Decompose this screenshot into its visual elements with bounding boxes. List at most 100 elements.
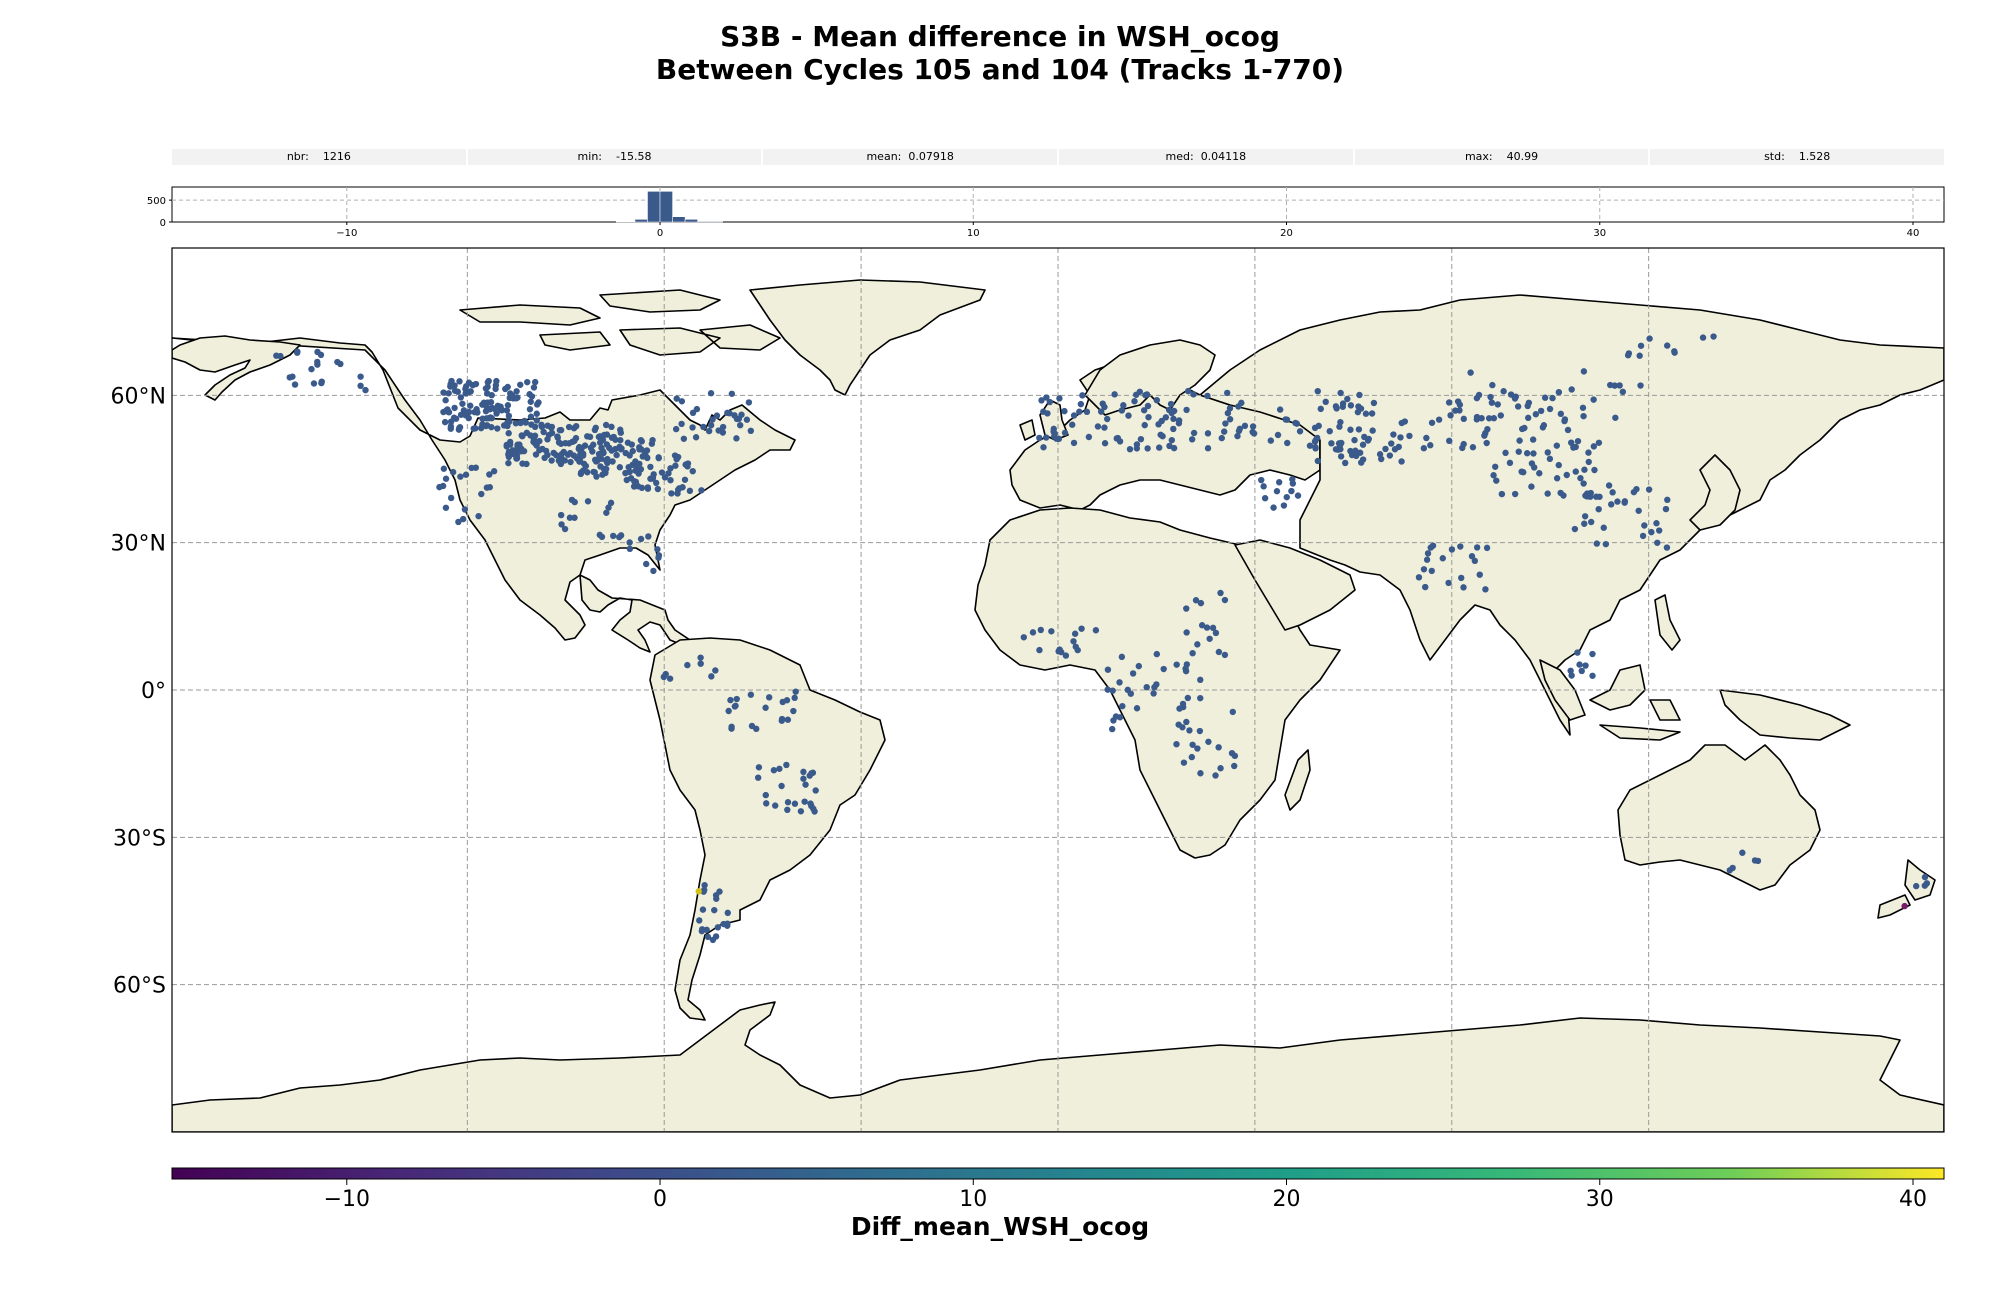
data-point bbox=[1135, 662, 1143, 670]
histogram-ytick-label: 0 bbox=[160, 218, 166, 229]
histogram-bar bbox=[647, 191, 661, 223]
data-point bbox=[1624, 352, 1632, 359]
data-point bbox=[1611, 382, 1618, 389]
data-point bbox=[684, 661, 691, 669]
data-point bbox=[705, 427, 713, 435]
data-point bbox=[672, 425, 680, 433]
data-point bbox=[600, 465, 608, 473]
data-point bbox=[557, 511, 565, 519]
data-point bbox=[485, 377, 492, 385]
data-point bbox=[1226, 405, 1234, 412]
data-point bbox=[724, 909, 731, 917]
data-point bbox=[440, 389, 447, 396]
data-point bbox=[487, 414, 494, 421]
histogram-xticks: −10 0 10 20 30 40 bbox=[336, 222, 1919, 239]
data-point bbox=[1317, 405, 1324, 413]
data-point bbox=[617, 446, 625, 453]
data-point bbox=[1572, 443, 1579, 451]
data-point bbox=[791, 800, 799, 807]
land-asia bbox=[1199, 294, 1944, 736]
data-point bbox=[1280, 502, 1288, 509]
data-point bbox=[697, 654, 704, 661]
data-point bbox=[1663, 544, 1671, 551]
data-point bbox=[1144, 445, 1151, 452]
data-point bbox=[1029, 629, 1037, 636]
data-point bbox=[1166, 442, 1173, 450]
data-point bbox=[1507, 391, 1515, 398]
data-point bbox=[1048, 628, 1055, 635]
data-point bbox=[1116, 714, 1124, 721]
histogram-xtick-label: 10 bbox=[967, 228, 980, 239]
data-point bbox=[472, 425, 479, 432]
data-point bbox=[506, 438, 514, 446]
data-point bbox=[1648, 528, 1655, 536]
data-point bbox=[580, 467, 587, 474]
data-point bbox=[488, 423, 495, 431]
data-point bbox=[1170, 407, 1178, 415]
data-point bbox=[1498, 490, 1506, 498]
data-point bbox=[493, 377, 500, 385]
data-point bbox=[613, 451, 620, 459]
data-point bbox=[1406, 432, 1413, 440]
data-point bbox=[695, 888, 702, 895]
data-point bbox=[1315, 422, 1322, 430]
data-point bbox=[743, 416, 751, 423]
data-point bbox=[609, 458, 616, 465]
data-point bbox=[719, 423, 727, 431]
colorbar-tick-label: 10 bbox=[959, 1187, 987, 1212]
data-point bbox=[1579, 404, 1587, 411]
data-point bbox=[442, 397, 449, 404]
data-point bbox=[712, 933, 720, 940]
data-point bbox=[731, 412, 738, 419]
data-point bbox=[294, 348, 301, 355]
data-point bbox=[645, 533, 652, 540]
data-point bbox=[1337, 453, 1345, 460]
data-point bbox=[712, 667, 719, 674]
land-new-zealand bbox=[1877, 859, 1936, 919]
data-point bbox=[1490, 415, 1498, 422]
data-point bbox=[1206, 635, 1213, 642]
data-point bbox=[1337, 389, 1344, 397]
data-point bbox=[714, 924, 722, 931]
data-point bbox=[1487, 393, 1494, 401]
data-point bbox=[1136, 388, 1143, 395]
data-point bbox=[603, 441, 611, 448]
data-point bbox=[637, 535, 645, 543]
data-point bbox=[1274, 431, 1282, 439]
data-point bbox=[503, 407, 511, 414]
data-point bbox=[1140, 407, 1148, 414]
data-point bbox=[586, 433, 594, 441]
data-point bbox=[1398, 458, 1405, 465]
data-point bbox=[1511, 395, 1519, 402]
data-point bbox=[473, 406, 480, 413]
data-point bbox=[1184, 694, 1192, 702]
data-point bbox=[1109, 687, 1116, 694]
land-arabia bbox=[1234, 539, 1356, 631]
data-point bbox=[1270, 504, 1277, 511]
data-point bbox=[668, 490, 675, 497]
data-point bbox=[451, 387, 459, 394]
data-point bbox=[527, 413, 535, 420]
data-point bbox=[1502, 449, 1509, 457]
data-point bbox=[1581, 466, 1588, 473]
data-point bbox=[1314, 457, 1322, 465]
data-point bbox=[753, 725, 760, 733]
data-point bbox=[1531, 464, 1538, 471]
data-point bbox=[1481, 432, 1488, 439]
data-point bbox=[548, 429, 556, 437]
data-point bbox=[1044, 410, 1051, 417]
data-point bbox=[532, 451, 540, 458]
data-point bbox=[513, 455, 520, 462]
data-point bbox=[1170, 415, 1177, 423]
data-point bbox=[436, 483, 443, 491]
data-point bbox=[1241, 422, 1249, 430]
data-point bbox=[521, 417, 528, 425]
data-point bbox=[616, 464, 624, 471]
data-point bbox=[1183, 406, 1190, 414]
land-scandinavia bbox=[1084, 339, 1216, 416]
data-point bbox=[1637, 342, 1645, 349]
data-point bbox=[1160, 665, 1167, 673]
data-point bbox=[1153, 396, 1161, 404]
data-point bbox=[479, 401, 486, 408]
data-point bbox=[540, 428, 547, 436]
